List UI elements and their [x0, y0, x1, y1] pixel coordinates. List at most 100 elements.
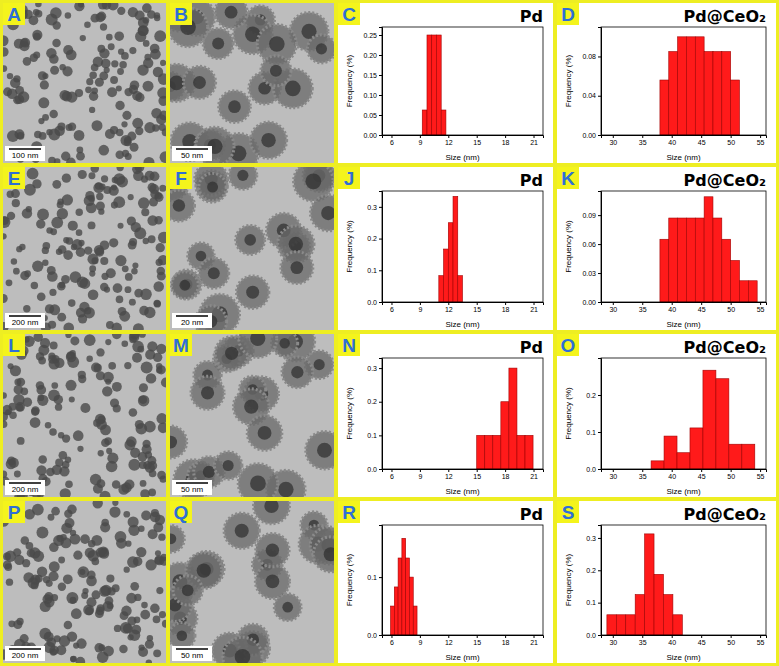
- x-tick-mark: [672, 635, 673, 638]
- micrograph-panel: 50 nmB: [156, 0, 335, 173]
- particle: [112, 382, 122, 392]
- particle: [150, 44, 160, 54]
- scale-bar: [176, 315, 208, 317]
- particle: [3, 392, 7, 399]
- particle: [91, 535, 102, 546]
- particle: [134, 289, 143, 298]
- micrograph: [3, 501, 166, 663]
- particle-core: [289, 237, 304, 252]
- particle: [120, 611, 129, 620]
- particle: [146, 659, 152, 663]
- panel-label: P: [8, 502, 21, 523]
- x-tick-mark: [760, 635, 761, 638]
- particle: [57, 313, 66, 322]
- particle: [74, 3, 84, 11]
- panel-label-box: [170, 501, 192, 523]
- micrograph: [170, 167, 334, 330]
- particle: [191, 376, 224, 409]
- particle: [124, 136, 131, 143]
- particle: [101, 59, 111, 69]
- x-tick-label: 40: [668, 473, 676, 480]
- particle: [139, 334, 146, 338]
- particle: [35, 10, 42, 17]
- panel-label: A: [7, 4, 21, 25]
- particle: [48, 355, 57, 364]
- micrograph: [3, 167, 166, 330]
- particle-core: [316, 43, 327, 54]
- particle: [153, 353, 162, 362]
- particle-core: [170, 75, 184, 90]
- particle: [49, 304, 60, 315]
- particle: [148, 235, 156, 243]
- particle: [40, 80, 49, 89]
- panel-label: B: [174, 4, 188, 25]
- panel-label-box: [557, 167, 579, 189]
- particle: [141, 361, 153, 373]
- particle: [33, 33, 41, 41]
- x-tick-label: 12: [445, 639, 453, 646]
- y-axis: 0.000.030.060.09: [582, 192, 601, 306]
- panel-label: M: [173, 335, 189, 356]
- particle: [84, 307, 95, 318]
- x-tick: 50: [727, 469, 735, 480]
- x-tick-label: 40: [668, 306, 676, 313]
- particle: [121, 121, 127, 127]
- particle: [83, 604, 94, 615]
- y-axis: 0.00.10.2: [586, 359, 601, 473]
- particle: [94, 643, 104, 653]
- x-tick-mark: [672, 135, 673, 138]
- particle: [71, 608, 82, 619]
- particle: [23, 305, 30, 312]
- x-tick: 45: [698, 135, 706, 146]
- particle: [141, 602, 148, 609]
- x-tick: 30: [609, 135, 617, 146]
- bar: [713, 52, 722, 135]
- particle: [214, 452, 242, 480]
- y-tick-label: 0.2: [367, 398, 377, 405]
- particle: [122, 150, 129, 157]
- x-tick-mark: [477, 135, 478, 138]
- chart-title: Pd: [520, 505, 543, 524]
- x-tick: 35: [639, 469, 647, 480]
- bar: [663, 595, 672, 635]
- particle: [131, 268, 137, 274]
- particle: [156, 259, 163, 266]
- x-tick: 30: [609, 302, 617, 313]
- micrograph-panel: 50 nmM: [155, 319, 344, 508]
- bar: [703, 370, 716, 469]
- particle: [159, 611, 166, 618]
- x-tick-mark: [672, 302, 673, 305]
- particle: [78, 170, 87, 179]
- particle: [156, 243, 165, 252]
- panel-label: D: [561, 4, 575, 25]
- particle: [116, 176, 128, 188]
- particle: [73, 430, 84, 441]
- x-tick-label: 50: [727, 306, 735, 313]
- bar: [525, 435, 533, 469]
- x-tick-label: 40: [668, 139, 676, 146]
- particle: [153, 67, 163, 77]
- particle: [99, 71, 108, 80]
- panel-label-box: [338, 334, 360, 356]
- x-tick: 21: [530, 635, 538, 646]
- y-axis: 0.000.050.100.150.200.25: [363, 28, 382, 139]
- x-tick-mark: [505, 302, 506, 305]
- bar: [477, 435, 485, 469]
- bars: [422, 35, 446, 135]
- x-tick-label: 18: [502, 639, 510, 646]
- y-tick-label: 0.25: [363, 32, 377, 39]
- particle-core: [246, 286, 259, 299]
- particle: [48, 321, 56, 329]
- particle: [156, 587, 163, 594]
- particle: [31, 408, 39, 416]
- x-axis: 303540455055: [602, 302, 767, 313]
- particle: [115, 101, 124, 110]
- x-tick: 35: [639, 135, 647, 146]
- particle: [79, 278, 90, 289]
- particle: [117, 7, 125, 15]
- particle: [104, 437, 112, 445]
- micrograph-background: [170, 3, 334, 163]
- particle: [153, 649, 161, 657]
- particle: [3, 233, 7, 239]
- bar: [686, 37, 695, 135]
